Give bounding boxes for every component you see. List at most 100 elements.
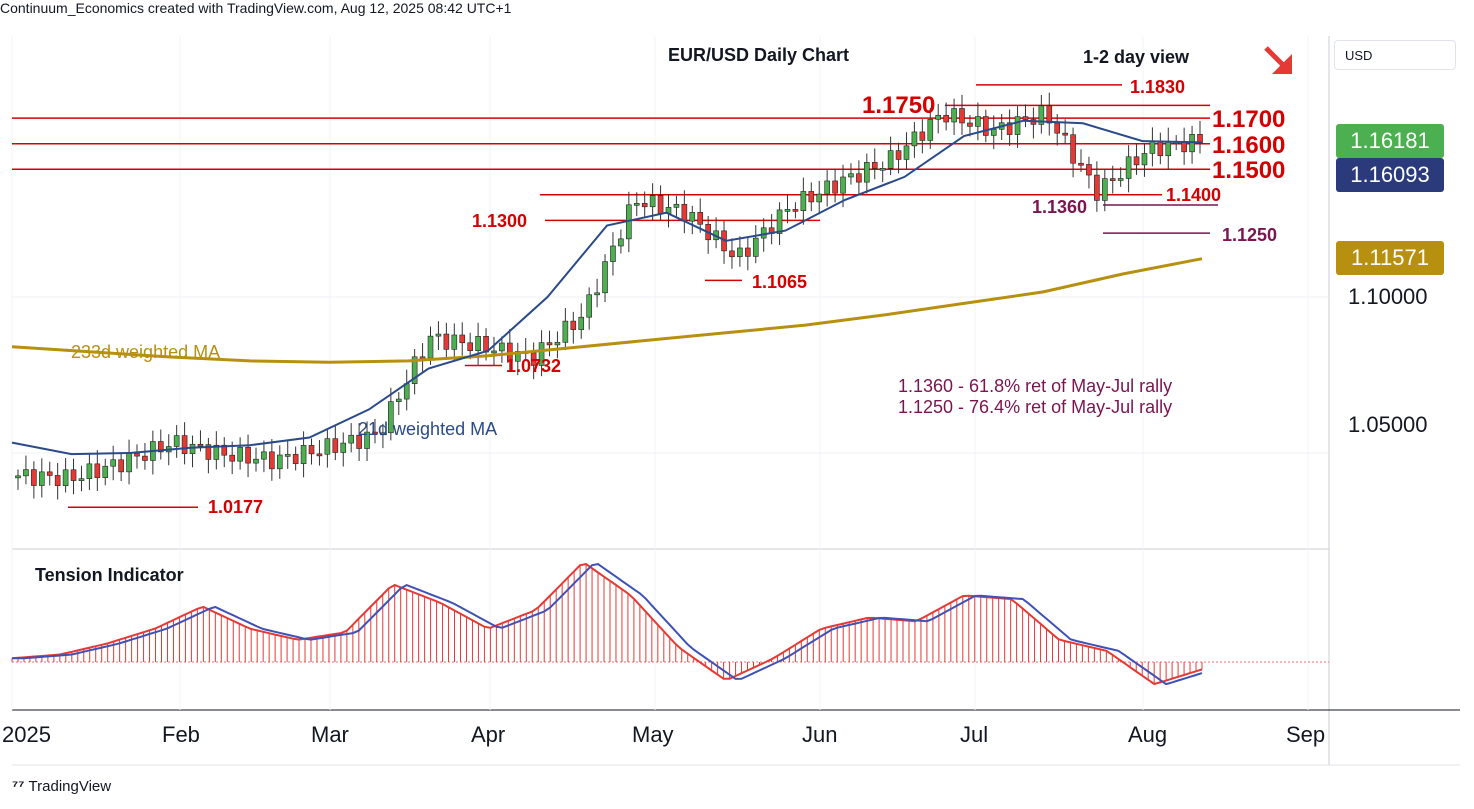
- candle-body: [824, 180, 830, 195]
- candle-body: [610, 245, 616, 262]
- candle-body: [729, 250, 735, 258]
- candle-body: [221, 444, 228, 456]
- candle-body: [887, 150, 894, 169]
- candle-body: [1181, 141, 1187, 153]
- candle-body: [871, 162, 878, 169]
- candle-body: [269, 451, 275, 470]
- level-label: 1.1600: [1212, 132, 1285, 159]
- candle-body: [364, 431, 370, 449]
- chart-title: EUR/USD Daily Chart: [668, 45, 849, 65]
- indicator-signal-line: [12, 563, 1203, 686]
- ma21-line: [11, 119, 1203, 456]
- candle-body: [157, 441, 164, 453]
- candle-body: [633, 203, 640, 206]
- candle-body: [673, 203, 680, 208]
- candle-body: [356, 434, 362, 449]
- candle-body: [919, 131, 926, 141]
- x-tick-label: Aug: [1128, 722, 1168, 747]
- chart-labels: EUR/USD Daily Chart 1-2 day view 1.1830 1.1…: [35, 45, 1285, 585]
- candle-body: [959, 108, 965, 124]
- candle-body: [951, 108, 957, 123]
- candle-body: [189, 443, 196, 454]
- candle-body: [435, 333, 442, 337]
- candle-body: [578, 316, 585, 330]
- indicator-title: Tension Indicator: [35, 565, 184, 585]
- level-label: 1.1065: [752, 272, 807, 292]
- candle-body: [126, 453, 132, 473]
- indicator-line: [11, 563, 1203, 686]
- candle-body: [253, 458, 259, 464]
- candle-body: [784, 209, 791, 212]
- candle-body: [927, 119, 934, 141]
- candle-body: [54, 475, 61, 486]
- candle-body: [300, 445, 307, 464]
- candle-body: [657, 195, 664, 214]
- level-label: 1.1300: [472, 211, 527, 231]
- last-price-tag: 1.16181: [1336, 124, 1444, 158]
- candle-body: [1133, 156, 1140, 166]
- candle-body: [935, 114, 942, 120]
- ma233-label: 233d weighted MA: [71, 342, 220, 362]
- candle-body: [340, 442, 347, 453]
- x-tick-label: Sep: [1286, 722, 1326, 747]
- candle-body: [118, 459, 124, 473]
- candle-body: [911, 131, 918, 147]
- candle-body: [499, 342, 505, 352]
- candle-body: [792, 209, 799, 212]
- candle-body: [451, 334, 458, 350]
- candle-body: [1038, 105, 1045, 125]
- x-tick-label: Jul: [960, 722, 989, 747]
- candle-body: [395, 398, 402, 402]
- candle-body: [594, 292, 600, 296]
- candle-body: [681, 203, 688, 222]
- candle-body: [895, 150, 902, 160]
- candle-body: [943, 114, 949, 123]
- candle-body: [94, 463, 101, 478]
- candle-body: [1062, 132, 1068, 136]
- down-right-arrow-icon: [1264, 46, 1292, 74]
- candle-body: [737, 247, 743, 258]
- candle-body: [1141, 153, 1148, 166]
- candle-body: [848, 173, 854, 178]
- candle-body: [38, 471, 45, 486]
- candle-body: [864, 162, 870, 183]
- candle-body: [142, 455, 148, 461]
- candle-body: [975, 116, 981, 127]
- candle-body: [62, 469, 69, 486]
- ma21-price-tag: 1.16093: [1336, 158, 1444, 192]
- candle-body: [284, 454, 291, 457]
- y-tick-label: 1.10000: [1348, 284, 1428, 309]
- y-tick-label: 1.05000: [1348, 412, 1428, 437]
- candle-body: [879, 167, 886, 171]
- candle-body: [403, 383, 410, 400]
- candle-body: [1157, 140, 1164, 157]
- candle-body: [491, 350, 497, 354]
- candle-body: [697, 212, 704, 225]
- x-tick-label: May: [632, 722, 674, 747]
- candle-body: [1149, 140, 1156, 154]
- candle-body: [856, 173, 862, 183]
- currency-selector[interactable]: USD: [1334, 40, 1456, 70]
- tension-indicator-pane: [11, 563, 1329, 686]
- candle-body: [70, 469, 77, 481]
- candle-body: [570, 320, 577, 330]
- candle-body: [110, 459, 116, 467]
- view-label: 1-2 day view: [1083, 47, 1190, 67]
- candle-body: [348, 434, 354, 444]
- candle-body: [237, 446, 243, 462]
- candle-body: [324, 438, 331, 455]
- tradingview-logo[interactable]: ⁷⁷ TradingView: [12, 778, 111, 795]
- candle-body: [1054, 122, 1061, 134]
- candle-body: [411, 356, 418, 384]
- candle-body: [546, 342, 553, 346]
- candle-body: [1022, 116, 1029, 120]
- candle-body: [380, 432, 386, 436]
- candle-body: [31, 469, 37, 486]
- candle-body: [1046, 105, 1053, 124]
- candle-body: [808, 191, 815, 203]
- level-label: 1.1750: [862, 92, 935, 119]
- candle-body: [752, 237, 759, 257]
- candle-body: [1125, 156, 1132, 179]
- candle-body: [427, 335, 434, 359]
